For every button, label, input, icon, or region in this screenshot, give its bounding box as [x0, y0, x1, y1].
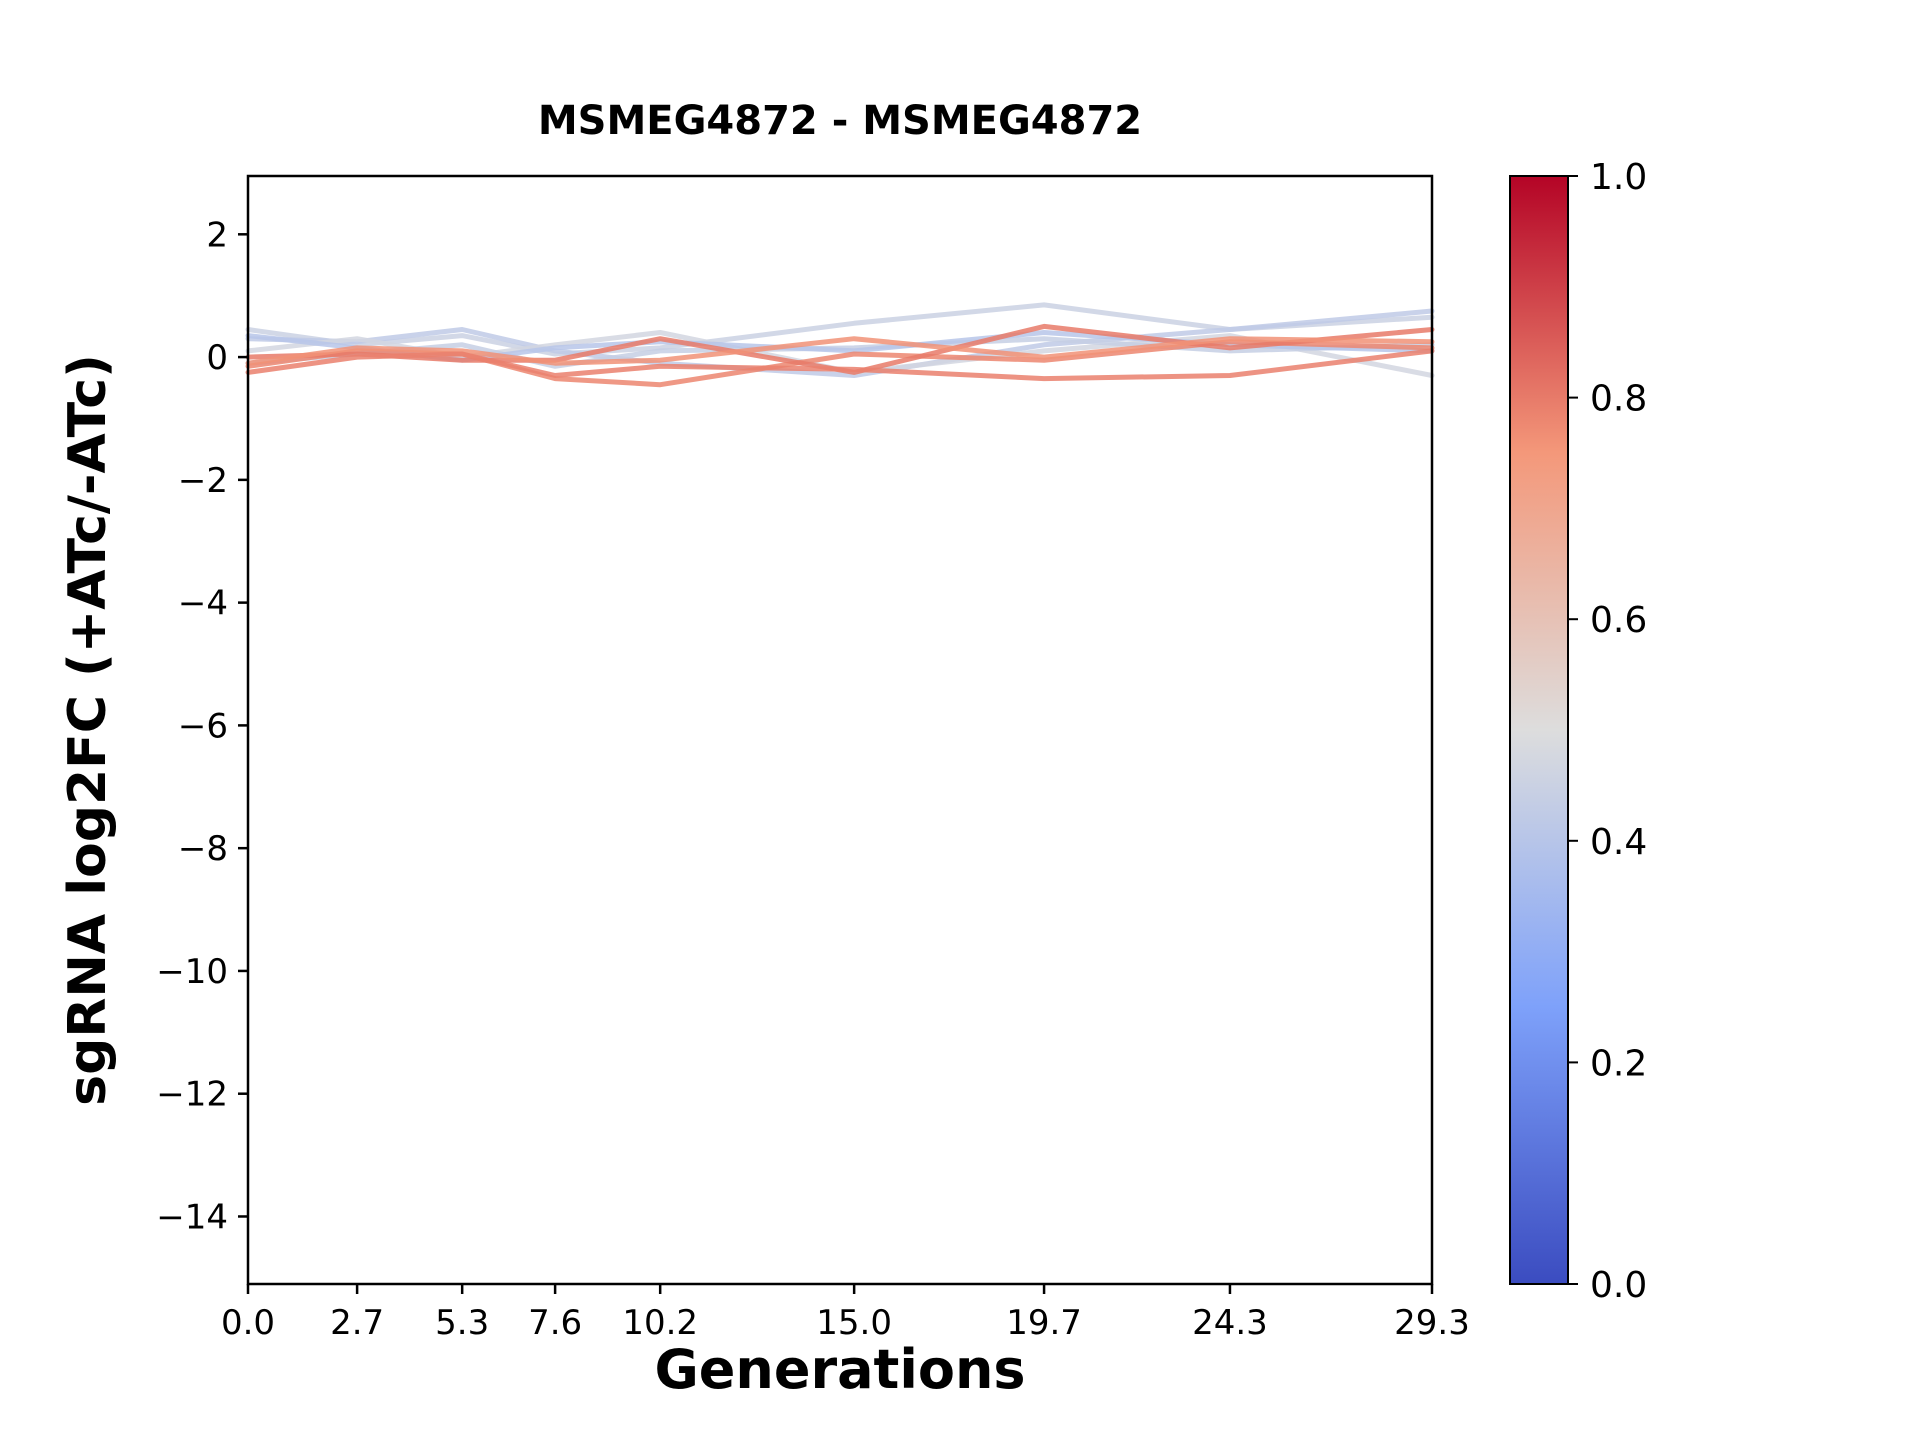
- x-axis-label: Generations: [654, 1338, 1026, 1401]
- colorbar: [1509, 175, 1569, 1285]
- sgrna-line-8: [245, 348, 1435, 382]
- tick-label: 2: [206, 215, 228, 255]
- tick-label: 0.0: [221, 1303, 275, 1343]
- tick-label: 15.0: [816, 1303, 892, 1343]
- sgrna-line-0: [245, 302, 1435, 357]
- tick-label: 5.3: [435, 1303, 489, 1343]
- tick-label: −6: [178, 706, 228, 746]
- tick-label: −2: [178, 461, 228, 501]
- chart-title: MSMEG4872 - MSMEG4872: [537, 98, 1143, 144]
- sgrna-line-5: [245, 339, 1435, 388]
- tick-label: 0.6: [1590, 600, 1647, 641]
- tick-label: 10.2: [622, 1303, 698, 1343]
- sgrna-line-7: [245, 336, 1435, 366]
- tick-label: −4: [178, 584, 228, 624]
- tick-label: −8: [178, 829, 228, 869]
- tick-label: 0.2: [1590, 1043, 1647, 1084]
- sgrna-line-1: [245, 308, 1435, 378]
- tick-label: 0.4: [1590, 822, 1647, 863]
- tick-label: 2.7: [330, 1303, 384, 1343]
- tick-label: −10: [156, 952, 228, 992]
- tick-label: 7.6: [528, 1303, 582, 1343]
- tick-label: 19.7: [1006, 1303, 1082, 1343]
- tick-label: 1.0: [1590, 157, 1647, 198]
- plot-border: [246, 174, 1434, 1286]
- tick-label: 0.8: [1590, 379, 1647, 420]
- tick-label: 0: [206, 338, 228, 378]
- tick-label: −12: [156, 1075, 228, 1115]
- tick-label: −14: [156, 1197, 228, 1237]
- tick-label: 24.3: [1192, 1303, 1268, 1343]
- tick-label: 29.3: [1394, 1303, 1470, 1343]
- tick-label: 0.0: [1590, 1265, 1647, 1306]
